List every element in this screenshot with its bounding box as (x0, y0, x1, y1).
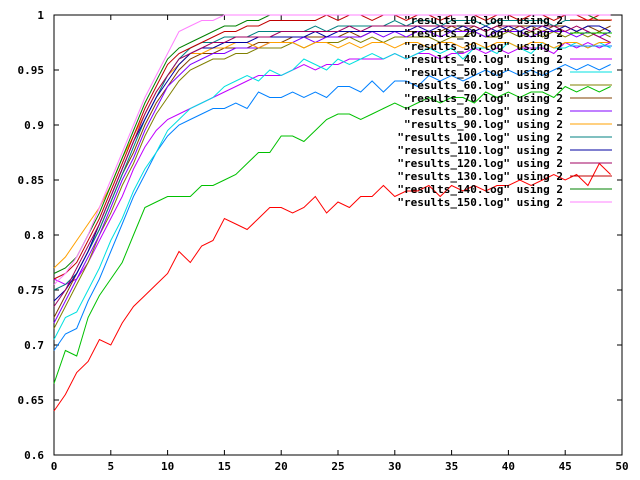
x-tick-label: 10 (161, 460, 174, 473)
x-tick-label: 35 (445, 460, 458, 473)
y-tick-label: 0.8 (24, 229, 44, 242)
legend: "results_10.log" using 2"results_20.log"… (397, 14, 612, 209)
series-line-0 (53, 162, 611, 412)
legend-entry-label: "results_90.log" using 2 (404, 118, 563, 131)
legend-entry-label: "results_10.log" using 2 (404, 14, 563, 27)
legend-entry-label: "results_80.log" using 2 (404, 105, 563, 118)
series-line-7 (53, 30, 611, 324)
legend-entry-label: "results_150.log" using 2 (397, 196, 563, 209)
x-tick-label: 30 (388, 460, 401, 473)
legend-entry-label: "results_50.log" using 2 (404, 66, 563, 79)
x-tick-label: 15 (218, 460, 231, 473)
legend-entry-label: "results_40.log" using 2 (404, 53, 563, 66)
legend-entry-label: "results_140.log" using 2 (397, 183, 563, 196)
series-line-11 (53, 25, 611, 307)
y-tick-label: 0.6 (24, 449, 44, 462)
legend-entry-label: "results_120.log" using 2 (397, 157, 563, 170)
y-tick-label: 0.85 (18, 174, 45, 187)
legend-entry-label: "results_110.log" using 2 (397, 144, 563, 157)
x-tick-label: 0 (51, 460, 58, 473)
y-tick-label: 0.65 (18, 394, 45, 407)
series-line-10 (53, 25, 611, 302)
x-tick-label: 40 (502, 460, 515, 473)
series-line-14 (53, 14, 611, 285)
legend-entry-label: "results_130.log" using 2 (397, 170, 563, 183)
x-tick-label: 20 (275, 460, 288, 473)
y-tick-label: 0.95 (18, 64, 45, 77)
x-tick-label: 25 (331, 460, 344, 473)
y-tick-label: 0.9 (24, 119, 44, 132)
series-lines (53, 14, 611, 412)
series-line-5 (53, 30, 611, 329)
legend-entry-label: "results_60.log" using 2 (404, 79, 563, 92)
legend-entry-label: "results_20.log" using 2 (404, 27, 563, 40)
axis-ticks: 0 5 10 15 20 25 30 35 40 45 50 0.6 0.65 0.7 0.75 0.8 0.8… (18, 9, 629, 473)
x-tick-label: 50 (615, 460, 628, 473)
legend-entry-label: "results_70.log" using 2 (404, 92, 563, 105)
legend-entry-label: "results_100.log" using 2 (397, 131, 563, 144)
y-tick-label: 0.75 (18, 284, 45, 297)
legend-entry-label: "results_30.log" using 2 (404, 40, 563, 53)
series-line-12 (53, 14, 611, 280)
y-tick-label: 1 (37, 9, 44, 22)
series-line-2 (53, 63, 611, 351)
x-tick-label: 45 (559, 460, 572, 473)
y-tick-label: 0.7 (24, 339, 44, 352)
x-tick-label: 5 (107, 460, 114, 473)
series-line-1 (53, 85, 611, 384)
